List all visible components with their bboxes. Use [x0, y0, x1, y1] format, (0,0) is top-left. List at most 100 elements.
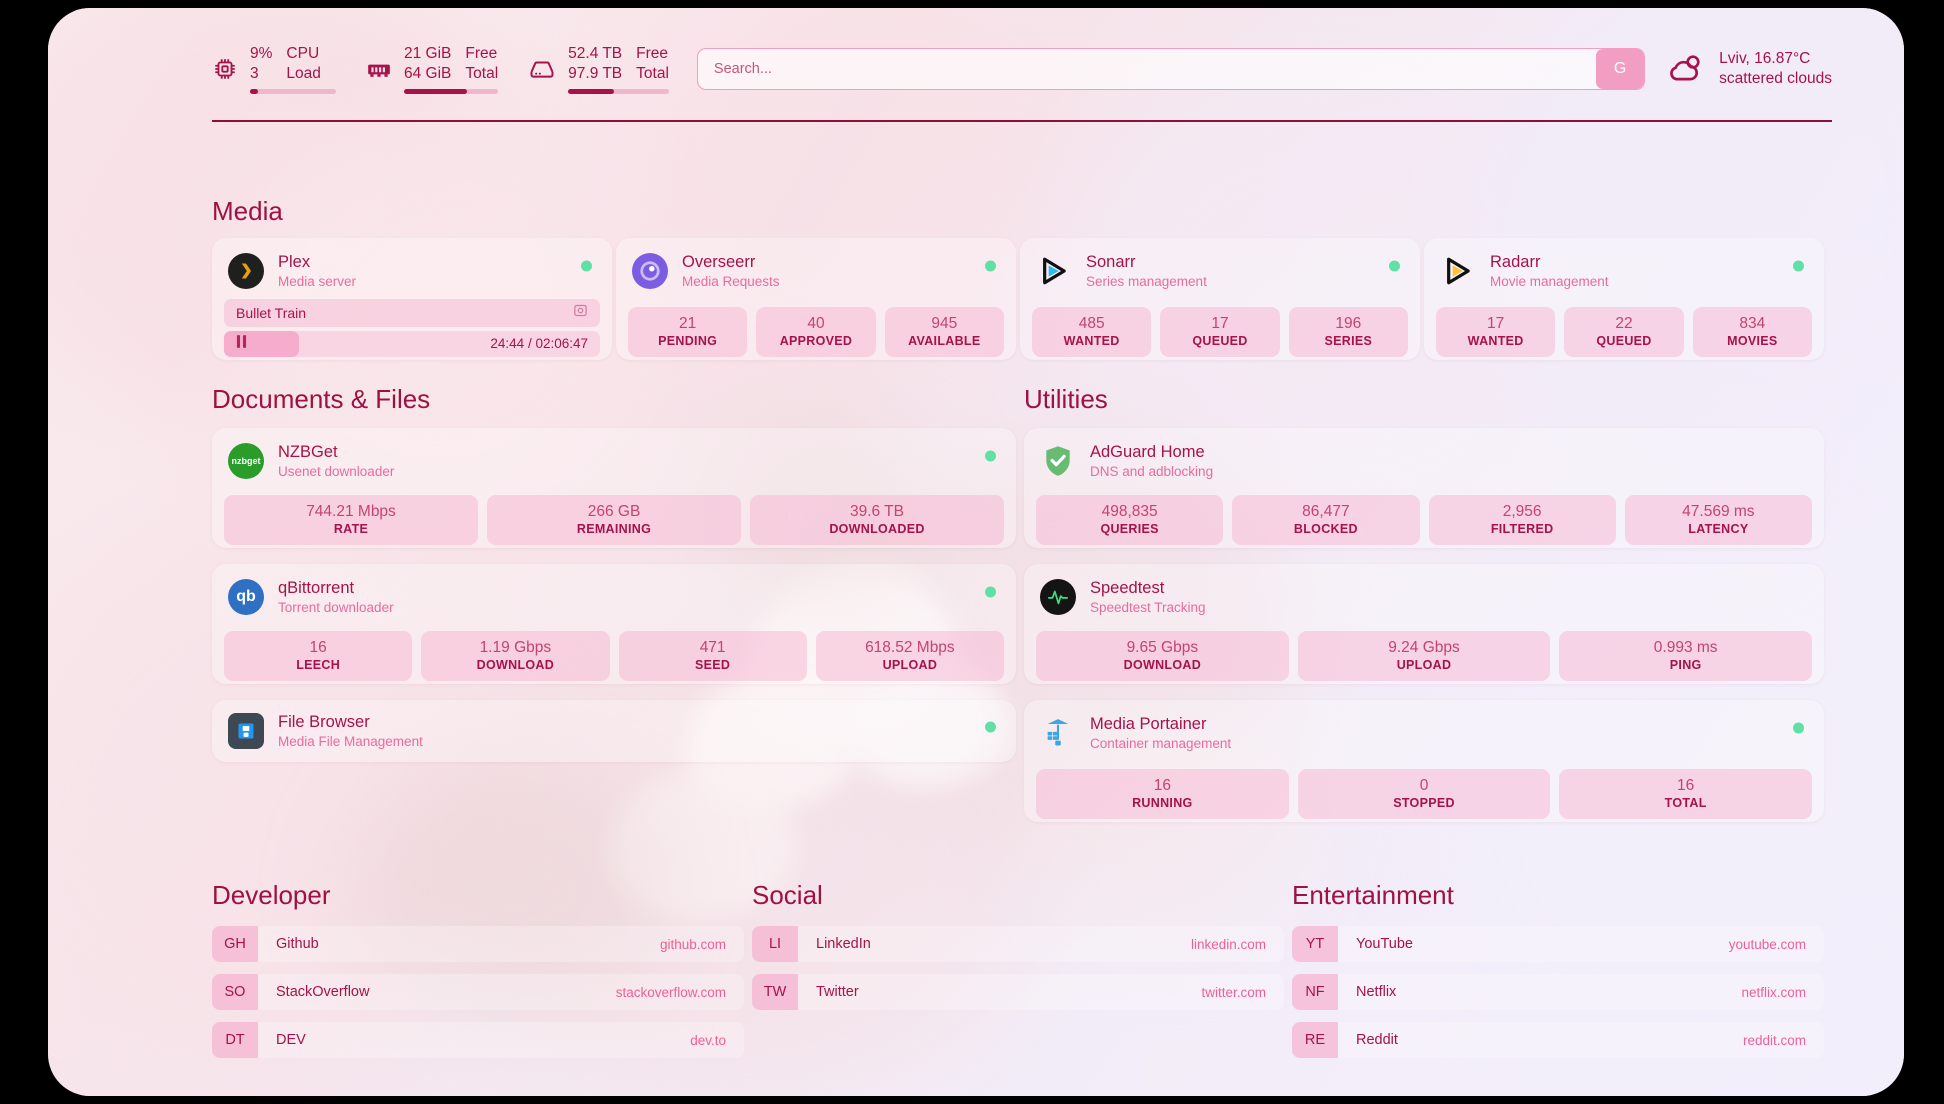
tile-value: 39.6 TB — [849, 502, 904, 520]
tile-value: 0 — [1419, 776, 1429, 794]
tile-label: WANTED — [1467, 334, 1524, 349]
disk-icon — [528, 55, 556, 83]
ram-label-1: Free — [465, 44, 498, 62]
status-badge — [1793, 260, 1804, 272]
pause-icon[interactable] — [236, 335, 247, 353]
stat-tile: 498,835 QUERIES — [1036, 494, 1224, 546]
bookmark-url: youtube.com — [1728, 936, 1806, 952]
bookmark-name: Github — [276, 936, 319, 952]
plex-progress-bar[interactable]: 24:44 / 02:06:47 — [224, 330, 600, 357]
plex-now-playing: Bullet Train — [224, 298, 600, 327]
speedtest-icon — [1040, 579, 1076, 616]
tile-label: SEED — [695, 658, 731, 673]
service-card-nzbget[interactable]: nzbget NZBGet Usenet downloader 744.21 M… — [212, 428, 1016, 548]
service-card-overseerr[interactable]: Overseerr Media Requests 21 PENDING 40 A… — [616, 238, 1016, 360]
cast-icon[interactable] — [573, 303, 588, 323]
tile-value: 0.993 ms — [1653, 638, 1718, 656]
search-bar[interactable]: G — [696, 48, 1646, 90]
bookmark-item-linkedin[interactable]: LI LinkedIn linkedin.com — [752, 926, 1284, 962]
bookmark-item-twitter[interactable]: TW Twitter twitter.com — [752, 974, 1284, 1010]
bookmark-item-reddit[interactable]: RE Reddit reddit.com — [1292, 1022, 1824, 1058]
service-card-qbittorrent[interactable]: qb qBittorrent Torrent downloader 16 LEE… — [212, 564, 1016, 684]
bookmark-badge: SO — [212, 974, 258, 1010]
ram-icon — [366, 56, 392, 82]
google-search-icon[interactable]: G — [1596, 49, 1645, 89]
now-playing-title: Bullet Train — [236, 304, 307, 321]
tile-label: SERIES — [1324, 334, 1373, 349]
status-badge — [985, 450, 996, 462]
status-badge — [1793, 722, 1804, 734]
cpu-label-2: Load — [286, 64, 321, 82]
bookmark-item-youtube[interactable]: YT YouTube youtube.com — [1292, 926, 1824, 962]
weather-widget[interactable]: Lviv, 16.87°C scattered clouds — [1667, 49, 1832, 89]
tile-value: 498,835 — [1101, 502, 1158, 520]
bookmark-url: netflix.com — [1741, 984, 1806, 1000]
search-input[interactable] — [697, 49, 1597, 89]
playback-time: 24:44 / 02:06:47 — [490, 336, 588, 352]
tile-value: 86,477 — [1302, 502, 1350, 520]
stat-tile: 744.21 Mbps RATE — [224, 494, 478, 546]
tile-label: RATE — [333, 522, 369, 537]
section-title-utilities: Utilities — [1024, 384, 1108, 414]
bookmark-item-netflix[interactable]: NF Netflix netflix.com — [1292, 974, 1824, 1010]
dashboard-page: 9% 3 CPU Load — [48, 8, 1904, 1096]
bookmark-badge: TW — [752, 974, 798, 1010]
qbittorrent-icon: qb — [228, 579, 264, 616]
plex-icon — [228, 253, 264, 290]
service-subtitle: Series management — [1086, 274, 1207, 290]
status-badge — [581, 260, 592, 272]
tile-label: DOWNLOADED — [829, 522, 925, 537]
section-title-documents: Documents & Files — [212, 384, 431, 414]
service-subtitle: Torrent downloader — [278, 600, 394, 616]
bookmark-group-title-social: Social — [752, 880, 823, 910]
stat-tile: 16 RUNNING — [1036, 768, 1289, 820]
bookmark-url: twitter.com — [1201, 984, 1266, 1000]
service-card-plex[interactable]: Plex Media server Bullet Train — [212, 238, 612, 360]
stat-tile: 9.24 Gbps UPLOAD — [1297, 630, 1551, 682]
service-card-media-portainer[interactable]: Media Portainer Container management 16 … — [1024, 700, 1824, 822]
tile-value: 266 GB — [587, 502, 641, 520]
sonarr-icon — [1036, 253, 1072, 289]
tile-value: 834 — [1739, 314, 1766, 332]
stat-tile: 266 GB REMAINING — [487, 494, 741, 546]
ram-total: 64 GiB — [404, 64, 452, 82]
bookmark-item-github[interactable]: GH Github github.com — [212, 926, 744, 962]
stat-tile: 196 SERIES — [1288, 306, 1408, 358]
service-subtitle: Usenet downloader — [278, 464, 395, 480]
tile-value: 618.52 Mbps — [865, 638, 955, 656]
ram-label-2: Total — [465, 64, 499, 82]
tile-label: QUEUED — [1596, 334, 1652, 349]
service-name: Media Portainer — [1090, 715, 1207, 733]
tile-label: MOVIES — [1727, 334, 1778, 349]
service-name: Overseerr — [682, 253, 756, 271]
bookmark-item-stackoverflow[interactable]: SO StackOverflow stackoverflow.com — [212, 974, 744, 1010]
tile-value: 471 — [699, 638, 726, 656]
bookmark-name: Twitter — [816, 984, 859, 1000]
service-card-speedtest[interactable]: Speedtest Speedtest Tracking 9.65 Gbps D… — [1024, 564, 1824, 684]
bookmark-item-dev[interactable]: DT DEV dev.to — [212, 1022, 744, 1058]
service-card-file-browser[interactable]: File Browser Media File Management — [212, 700, 1016, 762]
disk-label-1: Free — [636, 44, 669, 62]
bookmark-group-title-developer: Developer — [212, 880, 331, 910]
service-card-sonarr[interactable]: Sonarr Series management 485 WANTED 17 Q… — [1020, 238, 1420, 360]
section-title-media: Media — [212, 196, 283, 226]
service-card-adguard-home[interactable]: AdGuard Home DNS and adblocking 498,835 … — [1024, 428, 1824, 548]
service-name: NZBGet — [278, 443, 338, 461]
adguard-icon — [1040, 443, 1076, 479]
tile-label: AVAILABLE — [908, 334, 981, 349]
service-subtitle: Media server — [278, 274, 357, 290]
service-name: Speedtest — [1090, 579, 1165, 597]
disk-stat: 52.4 TB 97.9 TB Free Total — [528, 44, 669, 95]
tile-label: QUERIES — [1100, 522, 1159, 537]
stat-tile: 16 TOTAL — [1559, 768, 1813, 820]
bookmark-name: Netflix — [1356, 984, 1397, 1000]
service-subtitle: DNS and adblocking — [1090, 464, 1214, 480]
stat-tile: 0 STOPPED — [1297, 768, 1551, 820]
cpu-stat: 9% 3 CPU Load — [212, 44, 336, 95]
service-card-radarr[interactable]: Radarr Movie management 17 WANTED 22 QUE… — [1424, 238, 1824, 360]
bookmark-url: stackoverflow.com — [615, 984, 726, 1000]
tile-label: PING — [1669, 658, 1702, 673]
bookmark-badge: DT — [212, 1022, 258, 1058]
stat-tile: 1.19 Gbps DOWNLOAD — [421, 630, 610, 682]
bookmark-name: LinkedIn — [816, 936, 871, 952]
